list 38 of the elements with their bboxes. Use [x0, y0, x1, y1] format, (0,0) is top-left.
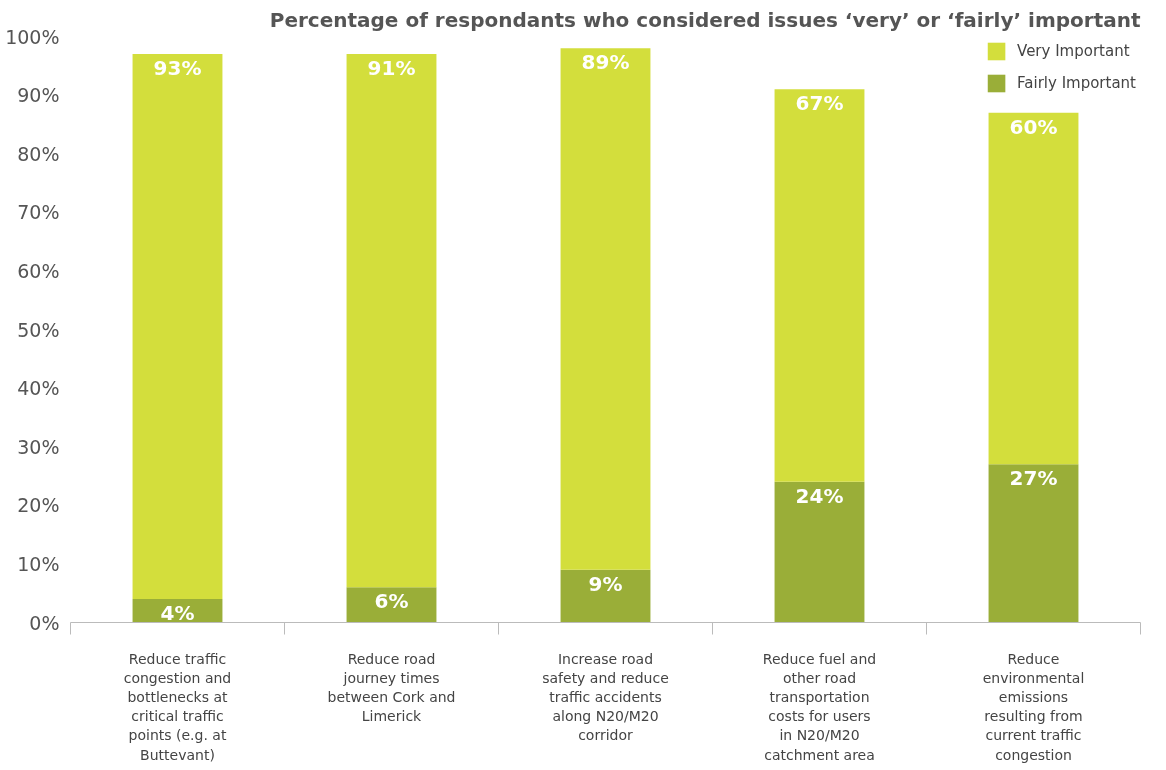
data-label: 67% [795, 91, 844, 116]
chart-title: Percentage of respondants who considered issues ‘very’ or ‘fairly’ important [269, 7, 1141, 32]
data-label: 24% [795, 483, 844, 508]
legend-label: Very Important [1017, 42, 1130, 60]
bar [988, 112, 1079, 465]
x-tick-label: Reduce road journey times between Cork and Limerick [327, 650, 456, 725]
data-label: 9% [588, 571, 623, 596]
y-tick-label: 50% [17, 318, 60, 341]
y-tick-label: 100% [5, 25, 60, 48]
bar [132, 54, 223, 600]
y-tick-label: 70% [17, 201, 60, 224]
data-label: 60% [1009, 114, 1058, 139]
data-label: 6% [374, 589, 409, 614]
bar [988, 464, 1079, 623]
y-tick-label: 80% [17, 142, 60, 165]
bar [346, 587, 437, 623]
bar [774, 481, 865, 623]
x-tick-label: Reduce fuel and other road transportation costs for users in N20/M20 catchment area [762, 650, 877, 763]
bar [774, 89, 865, 482]
y-tick-label: 90% [17, 84, 60, 107]
y-tick-label: 0% [29, 611, 60, 634]
y-tick-label: 20% [17, 494, 60, 517]
y-tick-label: 60% [17, 259, 60, 282]
y-tick-label: 40% [17, 377, 60, 400]
data-label: 27% [1009, 466, 1058, 491]
bar [560, 569, 651, 623]
data-label: 89% [581, 50, 630, 75]
bar [346, 54, 437, 588]
data-label: 91% [367, 56, 416, 81]
y-tick-label: 10% [17, 552, 60, 575]
x-tick-label: Reduce traffic congestion and bottlenecks at critical traffic points (e.g. at Buttevant) [123, 650, 232, 763]
data-label: 4% [160, 601, 195, 626]
data-label: 93% [153, 56, 202, 81]
x-tick-label: Reduce environmental emissions resulting from current traffic congestion [982, 650, 1085, 763]
legend-label: Fairly Important [1017, 74, 1136, 92]
bar [560, 48, 651, 570]
x-tick-label: Increase road safety and reduce traffic accidents along N20/M20 corridor [542, 650, 669, 744]
y-tick-label: 30% [17, 435, 60, 458]
